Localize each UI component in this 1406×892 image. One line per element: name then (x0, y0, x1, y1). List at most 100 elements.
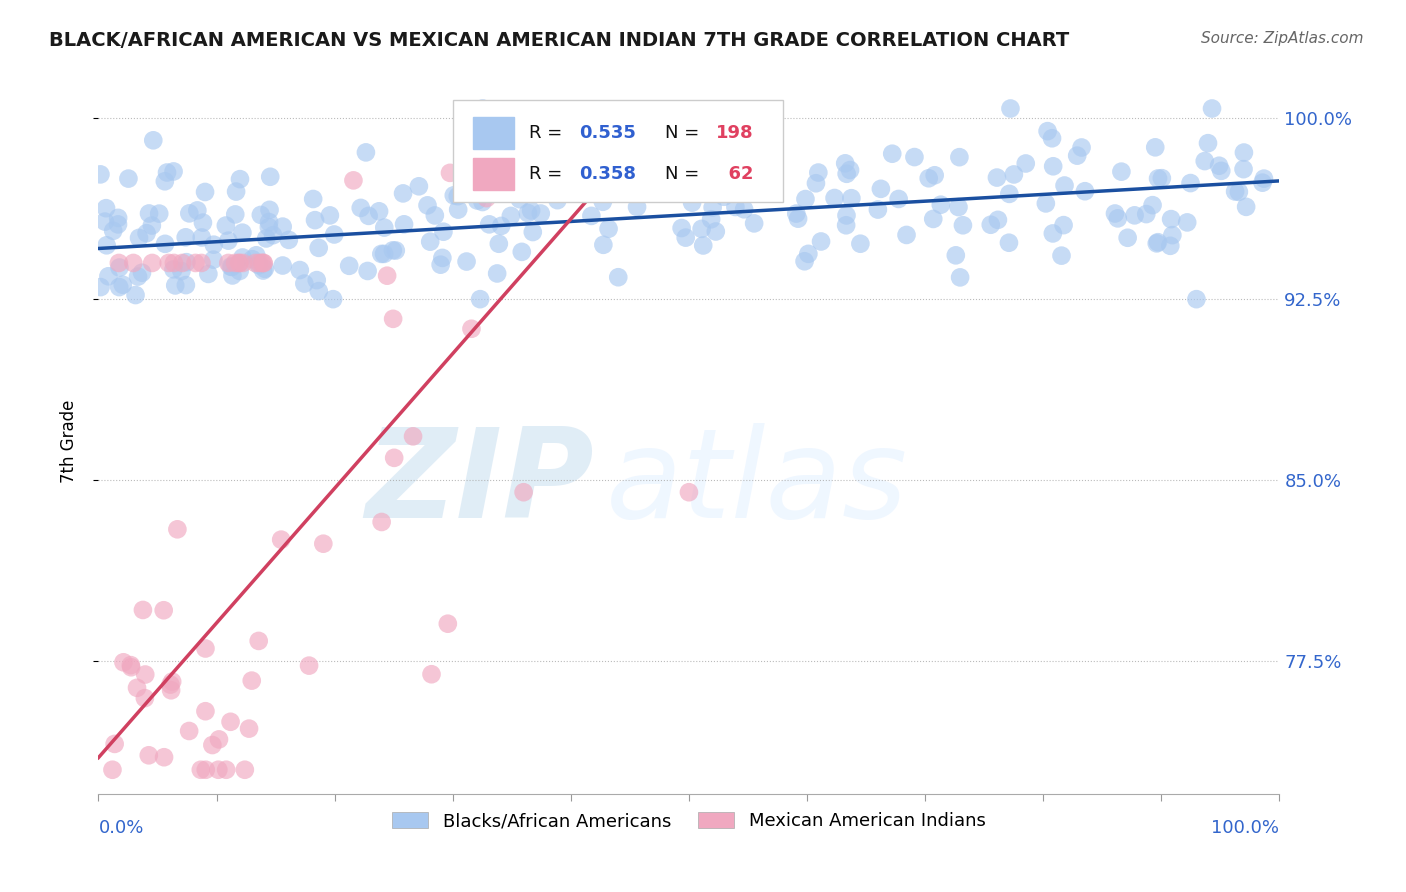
Point (132, 603, 155, 617)
Point (354, 145, 377, 160)
Point (1232, 162, 1254, 177)
Point (382, 311, 405, 326)
Text: ZIP: ZIP (366, 424, 595, 544)
Point (221, 268, 243, 283)
Text: 0.0%: 0.0% (98, 819, 143, 837)
Point (675, 230, 697, 244)
Point (103, 224, 125, 238)
Point (1146, 236, 1168, 251)
Point (156, 165, 179, 179)
Point (456, 254, 478, 268)
Point (468, 292, 491, 306)
Point (704, 225, 727, 239)
Point (163, 256, 186, 270)
Point (1161, 228, 1184, 243)
Point (257, 220, 280, 235)
Point (252, 256, 274, 270)
Point (592, 237, 614, 252)
Point (1042, 227, 1064, 241)
Point (370, 247, 392, 261)
Point (458, 138, 481, 153)
Point (250, 208, 273, 222)
Point (1000, 102, 1022, 116)
Point (108, 256, 131, 270)
Point (522, 225, 544, 239)
Point (512, 485, 534, 500)
Point (382, 450, 405, 465)
Point (544, 185, 567, 199)
Point (980, 218, 1002, 232)
Point (834, 156, 856, 170)
Point (108, 260, 131, 275)
Point (245, 256, 267, 270)
Point (797, 247, 820, 261)
Bar (472, 158, 515, 190)
Point (870, 182, 893, 196)
Point (240, 252, 263, 267)
Point (342, 173, 364, 187)
Point (107, 218, 129, 232)
Point (224, 256, 246, 270)
Point (645, 177, 668, 191)
Point (381, 244, 404, 258)
Point (184, 256, 207, 270)
Point (998, 235, 1021, 250)
Point (217, 234, 239, 248)
Point (804, 176, 827, 190)
Point (1253, 171, 1275, 186)
Point (626, 200, 648, 214)
Point (94, 201, 117, 215)
Point (215, 763, 238, 777)
Point (1104, 206, 1126, 220)
Point (475, 191, 498, 205)
Point (107, 211, 129, 225)
Point (134, 691, 156, 706)
Point (423, 209, 446, 223)
Point (903, 150, 925, 164)
Point (141, 256, 163, 270)
Point (1160, 212, 1182, 227)
Point (1180, 176, 1202, 190)
Point (305, 273, 328, 287)
Point (271, 259, 294, 273)
Point (253, 261, 276, 276)
Point (122, 256, 145, 270)
Point (153, 236, 176, 251)
Point (247, 634, 270, 648)
Text: 100.0%: 100.0% (1212, 819, 1279, 837)
Point (695, 151, 717, 165)
Point (201, 738, 224, 752)
Point (1197, 136, 1219, 151)
Point (488, 236, 510, 251)
Point (1050, 249, 1073, 263)
Point (221, 260, 243, 274)
Point (288, 263, 311, 277)
Point (228, 256, 250, 270)
Text: R =: R = (530, 124, 568, 142)
Point (690, 222, 713, 236)
Point (509, 192, 531, 206)
Point (516, 206, 538, 220)
Point (849, 236, 872, 251)
Point (308, 284, 330, 298)
Point (1142, 198, 1164, 212)
Point (692, 238, 714, 252)
Point (312, 537, 335, 551)
Point (170, 264, 193, 278)
Point (1015, 156, 1038, 170)
Point (176, 255, 198, 269)
Point (125, 681, 148, 695)
Point (987, 212, 1010, 227)
Point (319, 208, 342, 222)
Point (520, 203, 543, 218)
Point (1223, 185, 1246, 199)
Point (157, 256, 180, 270)
Point (159, 677, 181, 691)
Point (607, 270, 630, 285)
Point (437, 616, 460, 631)
Point (153, 750, 176, 764)
Point (1175, 215, 1198, 229)
Point (172, 256, 194, 270)
Point (986, 170, 1008, 185)
Point (465, 194, 488, 208)
